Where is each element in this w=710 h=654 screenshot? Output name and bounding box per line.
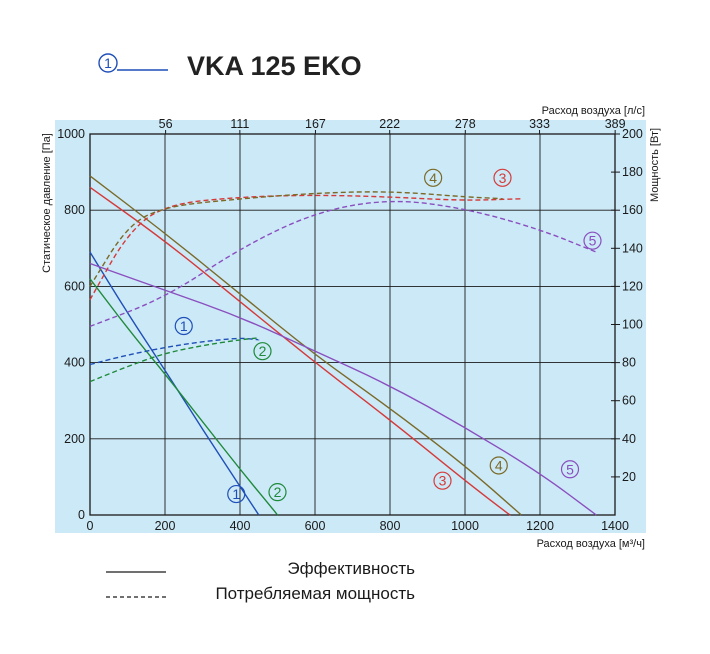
x2-axis-label: Расход воздуха [л/с] — [542, 105, 645, 117]
legend: Эффективность Потребляемая мощность — [106, 559, 415, 603]
x2-tick-label: 111 — [230, 117, 249, 131]
series-badge-circle — [253, 342, 272, 361]
series-badge-number: 2 — [259, 343, 267, 359]
x2-tick-label: 167 — [305, 117, 326, 131]
y-tick-label: 600 — [64, 279, 85, 293]
x2-tick-label: 222 — [379, 117, 400, 131]
y2-tick-label: 80 — [622, 356, 636, 370]
series-badge-number: 2 — [274, 484, 282, 500]
series-badge-circle — [268, 483, 287, 502]
x2-tick-label: 56 — [159, 117, 173, 131]
series-badge-circle — [174, 316, 193, 336]
grid-layer — [89, 130, 620, 516]
series-badge-number: 4 — [429, 170, 437, 186]
title-marker-circle — [98, 53, 118, 73]
x-tick-label: 400 — [230, 519, 251, 533]
power-curve-2 — [89, 337, 260, 383]
y-axis-label: Статическое давление [Па] — [41, 133, 53, 273]
y2-tick-label: 100 — [622, 318, 643, 332]
series-badge-circle — [583, 231, 602, 250]
series-badge-circle — [489, 456, 508, 475]
series-badge-circle — [424, 168, 443, 187]
series-badge-number: 1 — [180, 318, 188, 334]
legend-dashed-label: Потребляемая мощность — [215, 584, 415, 603]
series-badge-number: 4 — [495, 457, 503, 473]
legend-solid-label: Эффективность — [287, 559, 415, 578]
x-tick-label: 200 — [155, 519, 176, 533]
series-badge-1: 1 — [174, 316, 193, 336]
power-curve-1 — [89, 337, 260, 366]
x-tick-label: 600 — [305, 519, 326, 533]
series-badge-number: 3 — [499, 170, 507, 186]
series-badge-1: 1 — [227, 484, 246, 504]
pressure-curve-5 — [89, 262, 597, 516]
series-badge-3: 3 — [493, 168, 512, 187]
pressure-curve-2 — [89, 278, 279, 516]
y2-tick-label: 120 — [622, 279, 643, 293]
y2-tick-label: 60 — [622, 394, 636, 408]
y2-tick-label: 40 — [622, 432, 636, 446]
x-tick-label: 1200 — [526, 519, 554, 533]
tick-labels-layer: 0 200 400 600 800 1000 1200 1400020040060080010… — [57, 117, 643, 533]
title-block: 1 VKA 125 EKO — [98, 51, 362, 81]
x2-tick-label: 389 — [605, 117, 626, 131]
series-badge-4: 4 — [424, 168, 443, 187]
series-layer — [89, 175, 597, 516]
y2-tick-label: 200 — [622, 127, 643, 141]
x-tick-label: 800 — [380, 519, 401, 533]
y2-tick-label: 140 — [622, 241, 643, 255]
power-curve-5 — [89, 200, 597, 328]
series-badge-number: 5 — [566, 461, 574, 477]
series-badge-3: 3 — [433, 471, 452, 490]
series-badge-number: 3 — [439, 473, 447, 489]
y2-tick-label: 160 — [622, 203, 643, 217]
x-tick-label: 1000 — [451, 519, 479, 533]
series-label-layer: 1 2 3 4 5 1 2 3 4 5 — [174, 168, 602, 504]
series-badge-number: 1 — [232, 486, 240, 502]
series-badge-circle — [433, 471, 452, 490]
y-tick-label: 200 — [64, 432, 85, 446]
y-tick-label: 0 — [78, 508, 85, 522]
pressure-curve-3 — [89, 186, 511, 516]
chart-title: VKA 125 EKO — [187, 51, 362, 81]
y-tick-label: 800 — [64, 203, 85, 217]
pressure-curve-1 — [89, 251, 260, 516]
y-tick-label: 1000 — [57, 127, 85, 141]
y2-tick-label: 180 — [622, 165, 643, 179]
series-badge-2: 2 — [268, 483, 287, 502]
plot-background — [55, 120, 646, 533]
pressure-curve-4 — [89, 175, 522, 516]
x-axis-label: Расход воздуха [м³/ч] — [537, 538, 645, 550]
series-badge-2: 2 — [253, 342, 272, 361]
x2-tick-label: 278 — [455, 117, 476, 131]
series-badge-number: 5 — [589, 233, 597, 249]
series-badge-4: 4 — [489, 456, 508, 475]
x-tick-label: 1400 — [601, 519, 629, 533]
x-tick-label: 0 — [87, 519, 94, 533]
y2-axis-label: Мощность [Вт] — [649, 128, 661, 202]
y-tick-label: 400 — [64, 356, 85, 370]
series-badge-5: 5 — [560, 460, 580, 479]
series-badge-circle — [227, 484, 246, 504]
x2-tick-label: 333 — [529, 117, 550, 131]
series-badge-circle — [493, 168, 512, 187]
title-marker-number: 1 — [104, 55, 112, 71]
y2-tick-label: 20 — [622, 470, 636, 484]
series-badge-circle — [560, 460, 580, 479]
power-curve-4 — [89, 191, 504, 287]
series-badge-5: 5 — [583, 231, 602, 250]
